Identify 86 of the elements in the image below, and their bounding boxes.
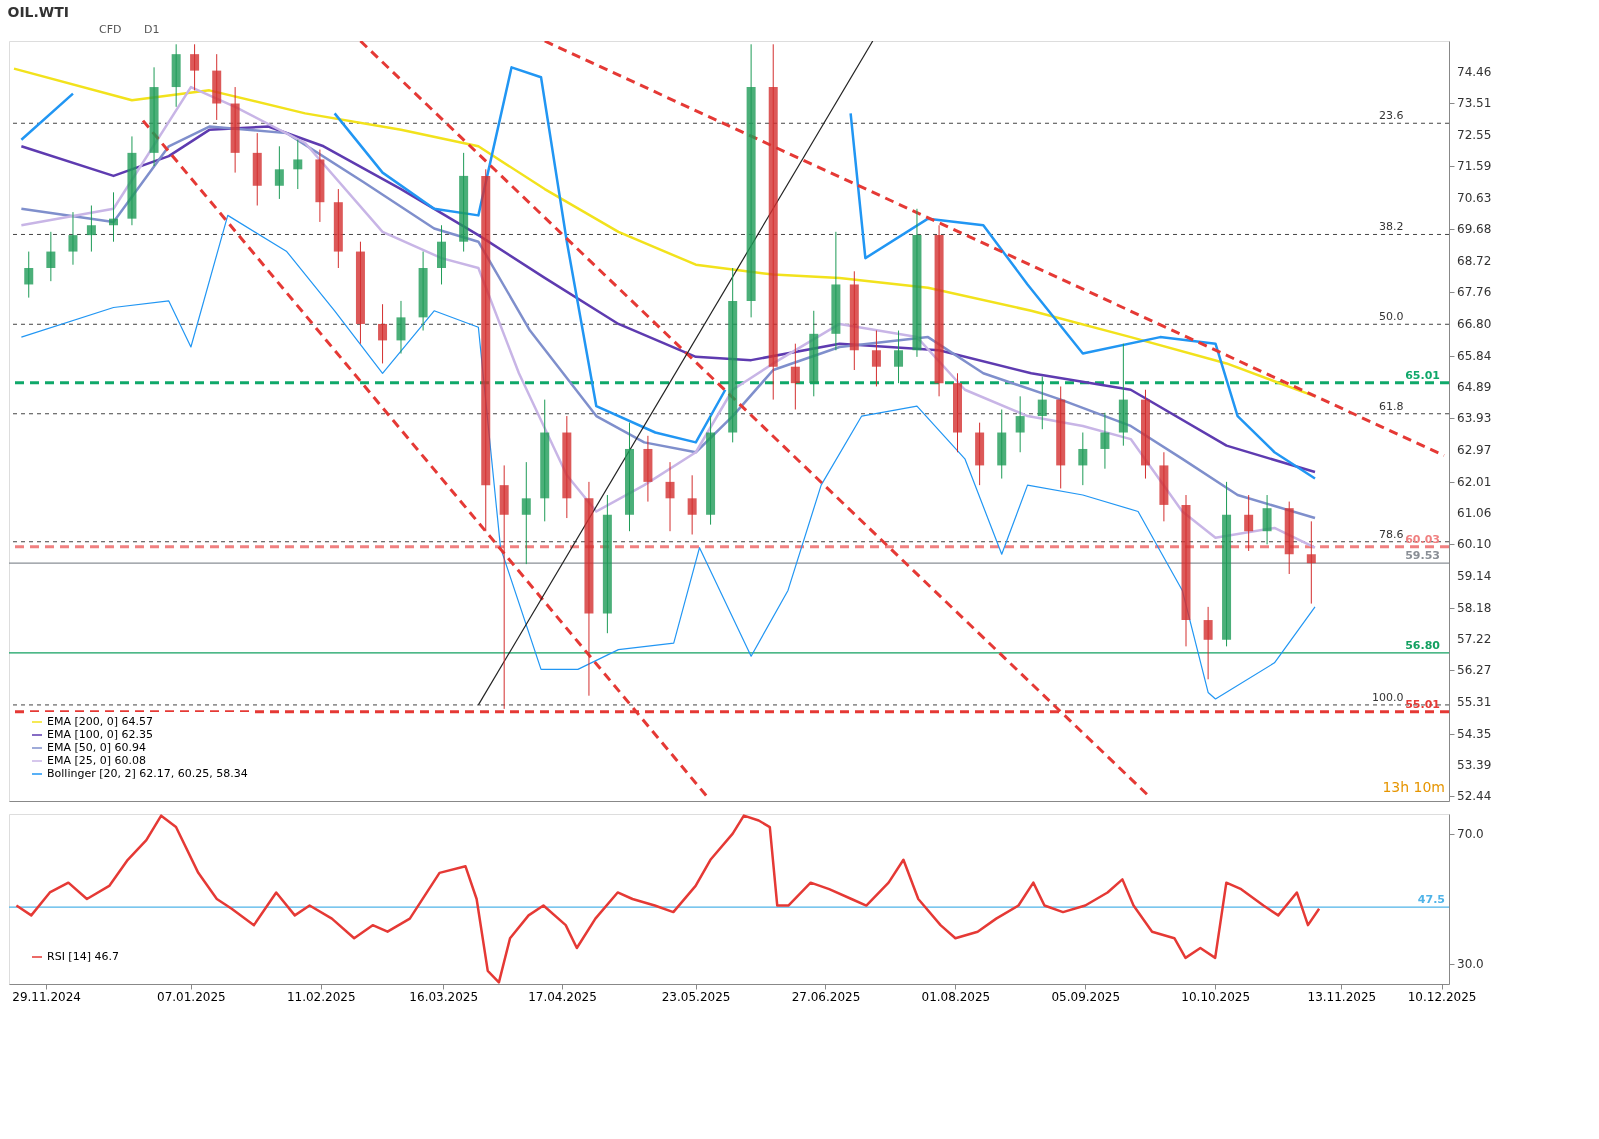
annotation: 38.2 xyxy=(1378,220,1404,234)
y-tick-label: 73.51 xyxy=(1457,96,1492,111)
ref-line-label: 59.53 xyxy=(1405,549,1440,563)
y-tick-label: 62.01 xyxy=(1457,474,1492,489)
candlestick xyxy=(68,211,78,266)
candlestick xyxy=(1203,606,1213,680)
candlestick xyxy=(665,461,675,532)
y-tick-label: 57.22 xyxy=(1457,632,1492,647)
candlestick xyxy=(1100,412,1110,470)
x-tick-label: 10.10.2025 xyxy=(1181,989,1251,1004)
y-tick-label: 67.76 xyxy=(1457,285,1492,300)
ref-line-label: 65.01 xyxy=(1405,368,1440,382)
y-tick-label: 66.80 xyxy=(1457,316,1492,331)
legend-label: RSI [14] 46.7 xyxy=(47,950,119,963)
y-tick-label: 59.14 xyxy=(1457,568,1492,583)
chart-title: OIL.WTI xyxy=(7,4,70,20)
candlestick xyxy=(109,191,119,243)
candlestick xyxy=(1037,376,1047,430)
text: D1 xyxy=(144,23,160,36)
x-tick-label: 05.09.2025 xyxy=(1051,989,1121,1004)
y-tick-label: 72.55 xyxy=(1457,127,1492,142)
candlestick xyxy=(894,330,904,384)
legend-label: Bollinger [20, 2] 62.17, 60.25, 58.34 xyxy=(47,767,248,780)
annotation: 23.6 xyxy=(1378,109,1404,123)
candlestick xyxy=(1262,494,1272,545)
y-tick-label: 56.27 xyxy=(1457,663,1492,678)
ref-line-label: 60.03 xyxy=(1405,532,1440,546)
y-tick-label: 64.89 xyxy=(1457,379,1492,394)
y-tick-label: 62.97 xyxy=(1457,442,1492,457)
ref-line-label: 56.80 xyxy=(1405,638,1441,652)
x-tick-label: 16.03.2025 xyxy=(409,989,479,1004)
legend-label: EMA [50, 0] 60.94 xyxy=(47,741,147,754)
candlestick xyxy=(871,330,881,387)
annotation: 13h 10m xyxy=(1382,779,1445,795)
y-tick-label: 70.0 xyxy=(1457,826,1484,841)
annotation: 100.0 xyxy=(1371,690,1404,704)
x-tick-label: 17.04.2025 xyxy=(528,989,597,1004)
text: CFD xyxy=(99,23,122,36)
candlestick xyxy=(86,205,96,253)
line-series xyxy=(20,214,1316,700)
candlestick xyxy=(687,474,697,536)
x-tick-label: 27.06.2025 xyxy=(791,989,861,1004)
candlestick xyxy=(190,43,200,91)
y-tick-label: 63.93 xyxy=(1457,411,1492,426)
annotation: 61.8 xyxy=(1378,399,1404,413)
legend-label: EMA [100, 0] 62.35 xyxy=(47,728,154,741)
legend-label: EMA [25, 0] 60.08 xyxy=(47,754,147,767)
ref-line-label: 55.01 xyxy=(1405,697,1440,711)
line-series xyxy=(15,814,1321,984)
candlestick xyxy=(46,231,56,282)
candlestick xyxy=(274,145,284,200)
candlestick xyxy=(521,461,531,565)
candlestick xyxy=(1306,520,1316,605)
y-tick-label: 52.44 xyxy=(1457,789,1492,804)
x-tick-label: 29.11.2024 xyxy=(12,989,81,1004)
x-tick-label: 23.05.2025 xyxy=(661,989,731,1004)
x-tick-label: 07.01.2025 xyxy=(157,989,226,1004)
y-tick-label: 60.10 xyxy=(1457,537,1492,552)
candlestick xyxy=(293,139,303,190)
y-tick-label: 30.0 xyxy=(1457,957,1484,972)
candlestick xyxy=(1078,432,1088,486)
x-tick-label: 11.02.2025 xyxy=(286,989,356,1004)
candlestick xyxy=(378,303,388,364)
y-tick-label: 54.35 xyxy=(1457,726,1492,741)
annotation: 78.6 xyxy=(1378,527,1404,541)
y-tick-label: 68.72 xyxy=(1457,253,1492,268)
candlestick xyxy=(24,251,34,299)
candlestick xyxy=(396,300,406,355)
y-tick-label: 70.63 xyxy=(1457,190,1492,205)
y-tick-label: 71.59 xyxy=(1457,159,1492,174)
candlestick xyxy=(1015,395,1025,453)
annotation: 50.0 xyxy=(1378,310,1404,324)
y-tick-label: 58.18 xyxy=(1457,600,1492,615)
y-tick-label: 55.31 xyxy=(1457,694,1492,709)
candlestick xyxy=(1244,494,1254,552)
y-tick-label: 69.68 xyxy=(1457,222,1492,237)
ref-line-label: 47.5 xyxy=(1417,893,1445,907)
y-tick-label: 65.84 xyxy=(1457,348,1492,363)
y-tick-label: 53.39 xyxy=(1457,758,1492,773)
legend-label: EMA [200, 0] 64.57 xyxy=(47,715,154,728)
x-tick-label: 13.11.2025 xyxy=(1307,989,1377,1004)
x-tick-label: 01.08.2025 xyxy=(921,989,991,1004)
candlestick xyxy=(790,343,800,410)
x-tick-label: 10.12.2025 xyxy=(1407,989,1477,1004)
y-tick-label: 61.06 xyxy=(1457,505,1492,520)
y-tick-label: 74.46 xyxy=(1457,64,1492,79)
